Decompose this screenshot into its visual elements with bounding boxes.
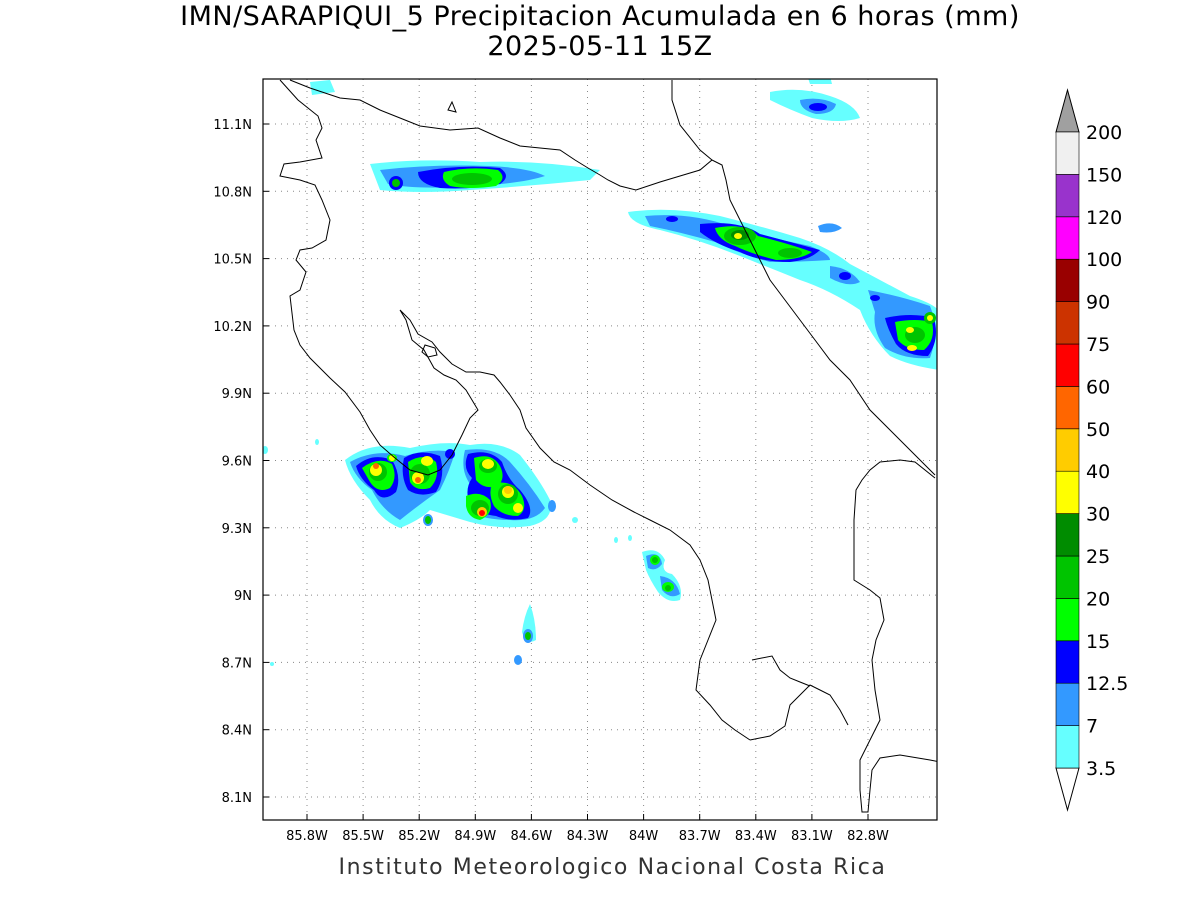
- colorbar-max-arrow: [1055, 88, 1080, 133]
- gridlines: [263, 79, 937, 820]
- lon-tick-label: 84.6W: [510, 829, 552, 844]
- colorbar-swatch: [1055, 174, 1080, 218]
- lat-tick-label: 11.1N: [213, 118, 252, 133]
- plot-frame: [262, 78, 938, 821]
- lat-tick-label: 8.1N: [222, 791, 252, 806]
- lat-tick-label: 10.5N: [213, 253, 252, 268]
- lat-tick-label: 8.4N: [222, 724, 252, 739]
- colorbar-swatch: [1055, 598, 1080, 642]
- colorbar-swatch: [1055, 301, 1080, 345]
- lon-tick-label: 83.1W: [791, 829, 833, 844]
- colorbar-label: 50: [1086, 419, 1110, 441]
- colorbar-swatch: [1055, 386, 1080, 430]
- lon-tick-label: 84W: [629, 829, 659, 844]
- colorbar-swatch: [1055, 725, 1080, 769]
- colorbar-label: 20: [1086, 588, 1110, 610]
- lon-tick-label: 83.7W: [679, 829, 721, 844]
- colorbar-swatch: [1055, 131, 1080, 175]
- colorbar-label: 40: [1086, 461, 1110, 483]
- longitude-axis: 85.8W 85.5W 85.2W 84.9W 84.6W 84.3W 84W 83.7W 83…: [286, 814, 889, 844]
- rain-cell-north: [370, 160, 600, 192]
- lon-tick-label: 85.2W: [398, 829, 440, 844]
- rain-cell-northeast-top: [310, 79, 860, 121]
- footer-credit: Instituto Meteorologico Nacional Costa R…: [338, 855, 887, 880]
- colorbar-label: 200: [1086, 122, 1122, 144]
- colorbar-label: 12.5: [1086, 673, 1128, 695]
- colorbar-swatch: [1055, 682, 1080, 726]
- colorbar-label: 15: [1086, 631, 1110, 653]
- lat-tick-label: 10.2N: [213, 320, 252, 335]
- title-line-1: IMN/SARAPIQUI_5 Precipitacion Acumulada …: [180, 1, 1020, 32]
- colorbar-label: 25: [1086, 546, 1110, 568]
- lat-tick-label: 9.9N: [222, 387, 252, 402]
- precipitation-field: [263, 79, 937, 666]
- colorbar-label: 60: [1086, 376, 1110, 398]
- colorbar-label: 75: [1086, 334, 1110, 356]
- colorbar-swatch: [1055, 428, 1080, 472]
- lon-tick-label: 82.8W: [847, 829, 889, 844]
- lat-tick-label: 8.7N: [222, 656, 252, 671]
- colorbar-swatch: [1055, 258, 1080, 302]
- lon-tick-label: 83.4W: [735, 829, 777, 844]
- title-line-2: 2025-05-11 15Z: [487, 31, 713, 62]
- colorbar-swatch: [1055, 216, 1080, 260]
- lat-tick-label: 9.3N: [222, 522, 252, 537]
- colorbar-label: 3.5: [1086, 758, 1116, 780]
- colorbar-swatch: [1055, 640, 1080, 684]
- lon-tick-label: 85.5W: [342, 829, 384, 844]
- colorbar-swatch: [1055, 470, 1080, 514]
- map-title: IMN/SARAPIQUI_5 Precipitacion Acumulada …: [0, 2, 1200, 62]
- colorbar-label: 120: [1086, 207, 1122, 229]
- rain-cell-central-pacific: [263, 439, 578, 666]
- lon-tick-label: 84.9W: [454, 829, 496, 844]
- rain-cell-south-coast: [514, 535, 681, 665]
- colorbar-label: 100: [1086, 249, 1122, 271]
- colorbar-label: 30: [1086, 504, 1110, 526]
- colorbar-swatch: [1055, 555, 1080, 599]
- latitude-axis: 11.1N 10.8N 10.5N 10.2N 9.9N 9.6N 9.3N 9N 8.7N 8.…: [213, 118, 269, 806]
- lat-tick-label: 9N: [234, 589, 252, 604]
- lon-tick-label: 85.8W: [286, 829, 328, 844]
- colorbar-label: 90: [1086, 292, 1110, 314]
- colorbar-label: 150: [1086, 164, 1122, 186]
- colorbar-min-arrow: [1055, 767, 1080, 812]
- lat-tick-label: 10.8N: [213, 185, 252, 200]
- coastlines: [279, 79, 937, 813]
- lon-tick-label: 84.3W: [567, 829, 609, 844]
- colorbar-swatch: [1055, 513, 1080, 557]
- colorbar-label: 7: [1086, 716, 1098, 738]
- colorbar: 3.5 7 12.5 15 20 25 30 40 50 60 75 90 100 120 150 200: [1055, 88, 1128, 812]
- colorbar-swatch: [1055, 343, 1080, 387]
- lat-tick-label: 9.6N: [222, 455, 252, 470]
- rain-cell-caribbean-band: [628, 209, 937, 370]
